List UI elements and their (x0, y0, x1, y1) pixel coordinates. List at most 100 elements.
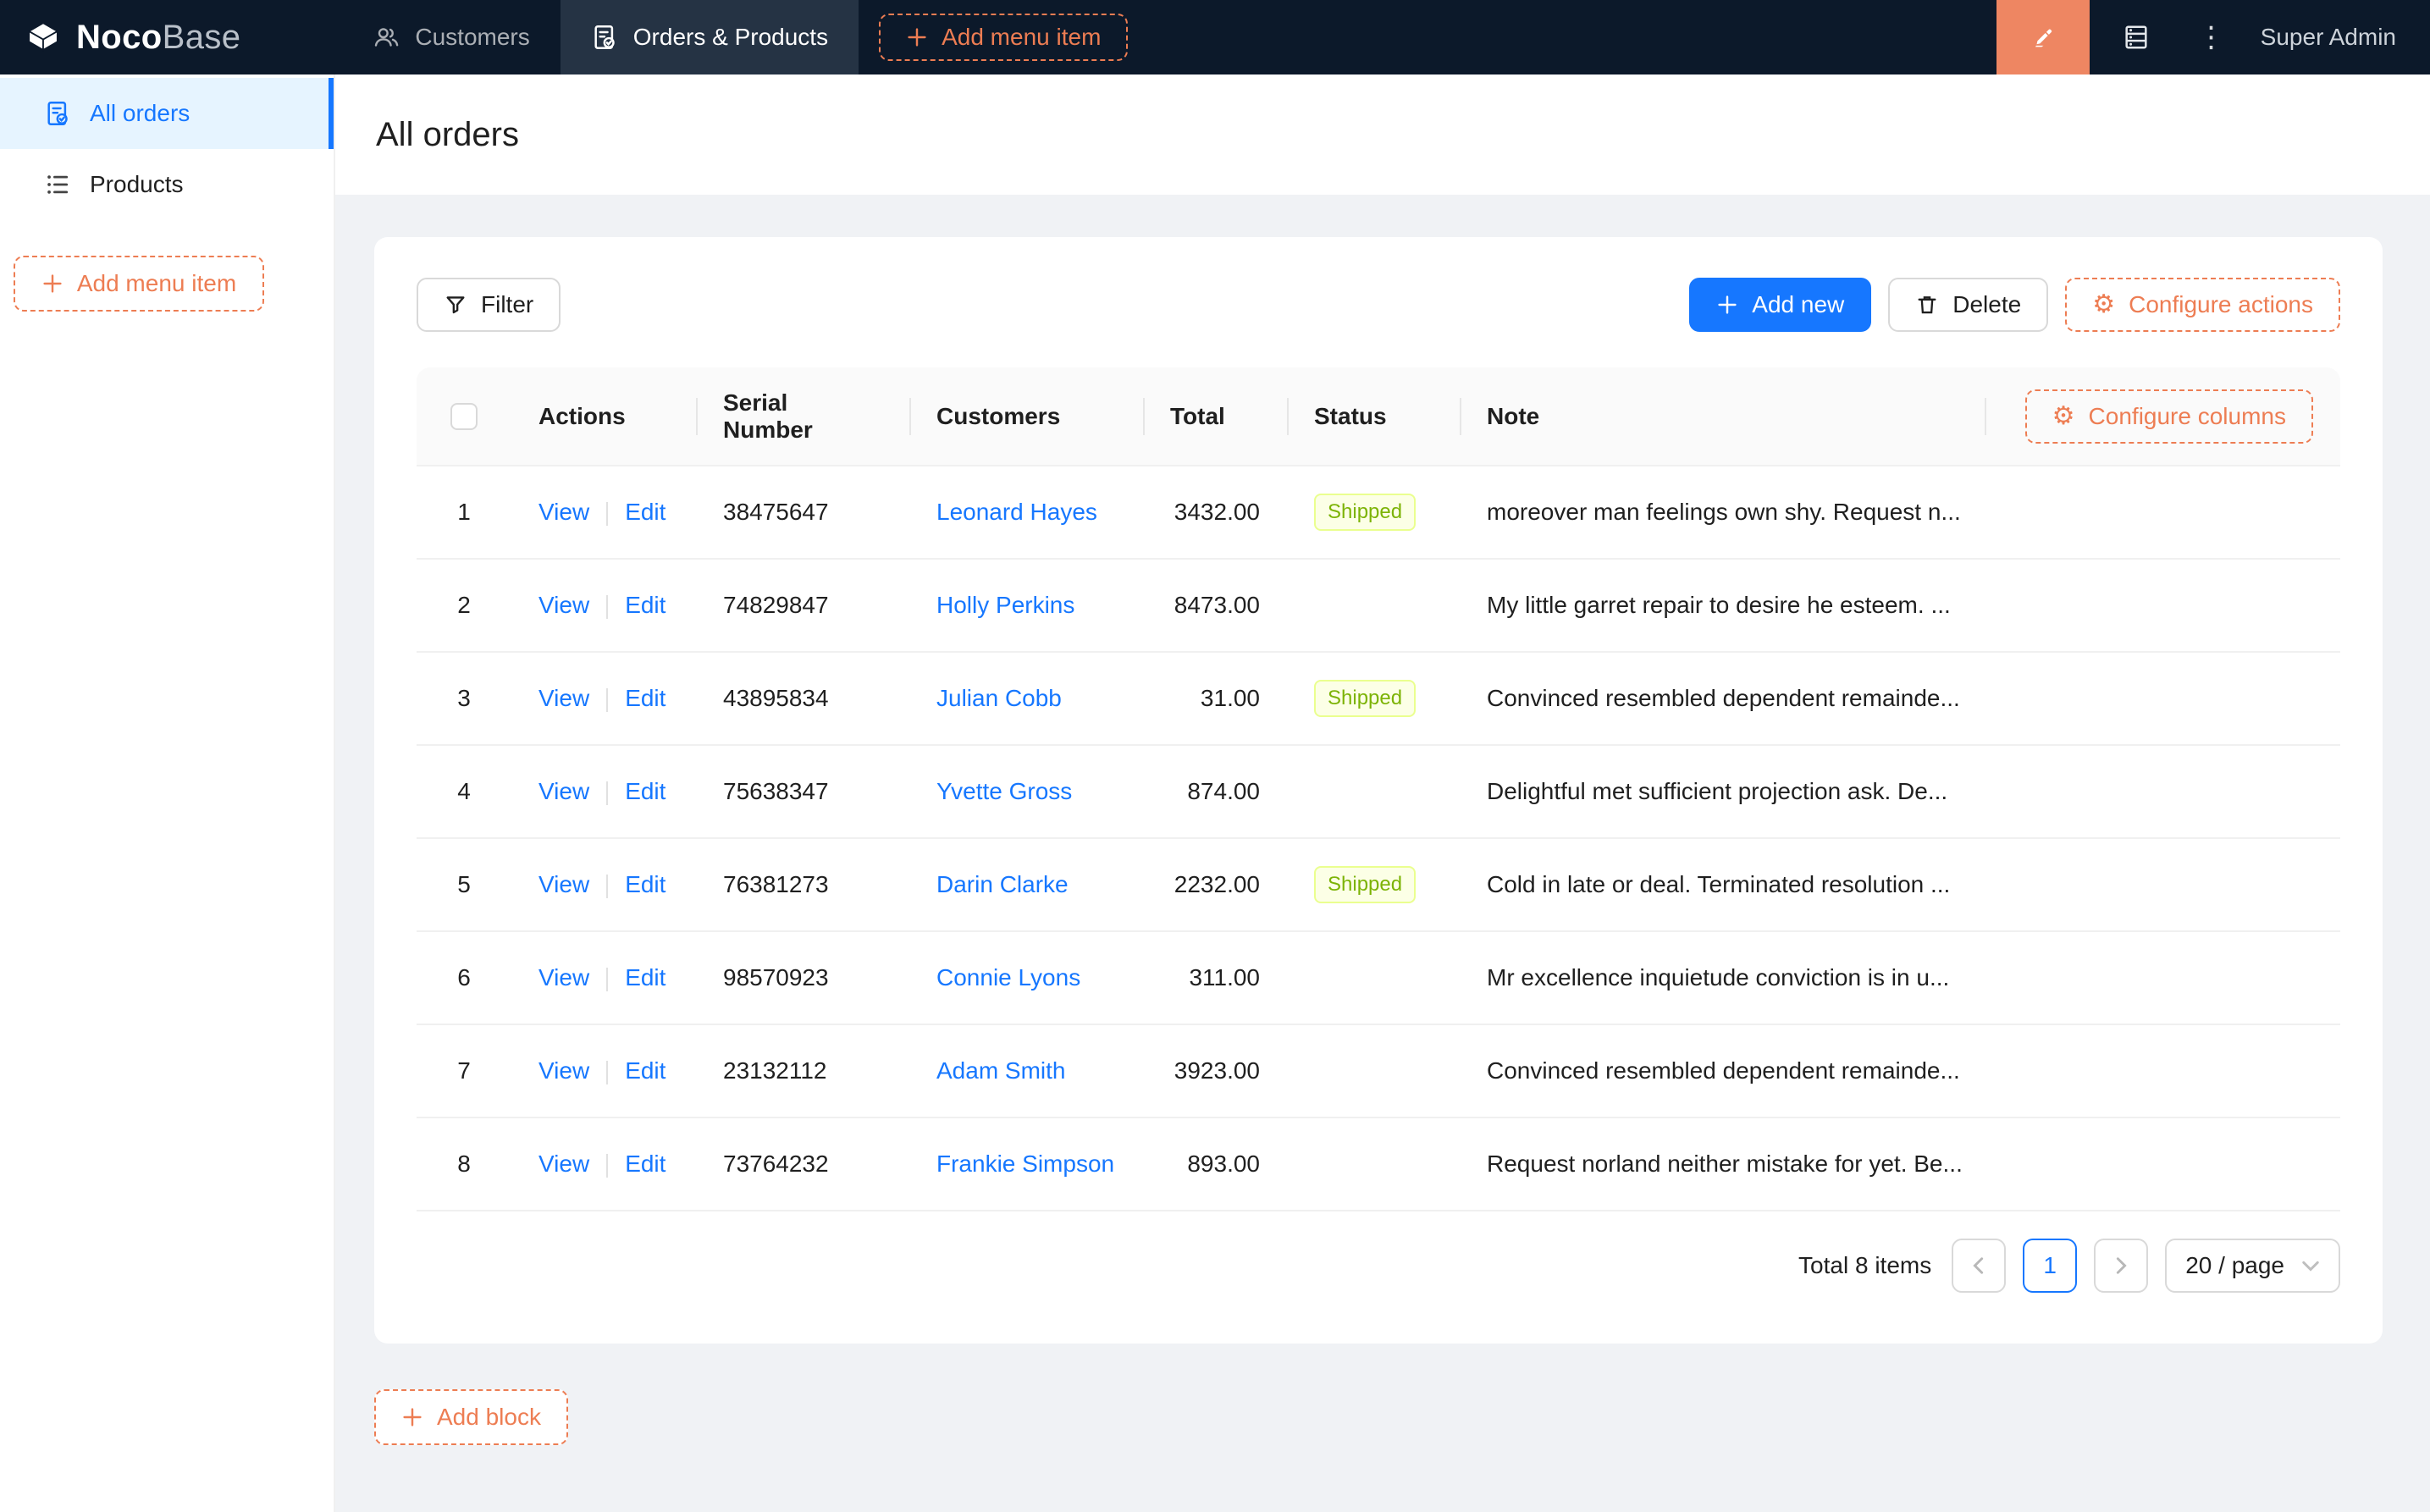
view-link[interactable]: View (538, 778, 590, 804)
status-badge: Shipped (1314, 680, 1417, 717)
view-link[interactable]: View (538, 871, 590, 897)
top-menu: Customers Orders & Products (342, 0, 859, 74)
current-user-menu[interactable]: Super Admin (2240, 0, 2430, 74)
add-block-button[interactable]: Add block (374, 1389, 568, 1445)
products-list-icon (47, 175, 69, 194)
view-link[interactable]: View (538, 685, 590, 711)
view-link[interactable]: View (538, 592, 590, 618)
table-toolbar: Filter Add new Delete (417, 278, 2340, 332)
page-header: All orders (335, 74, 2430, 195)
customer-link[interactable]: Yvette Gross (936, 778, 1073, 804)
view-link[interactable]: View (538, 1151, 590, 1177)
total-cell: 31.00 (1143, 652, 1287, 746)
table-row: 3 View Edit 43895834 Julian Cobb 31.00 Sh… (417, 652, 2340, 746)
user-name-label: Super Admin (2260, 24, 2396, 50)
sidebar-item-label: All orders (90, 100, 191, 126)
pagination-next-button[interactable] (2094, 1239, 2149, 1293)
table-row: 5 View Edit 76381273 Darin Clarke 2232.00… (417, 838, 2340, 932)
ui-editor-toggle-button[interactable] (1996, 0, 2090, 74)
row-index: 2 (417, 559, 511, 653)
serial-number-cell: 23132112 (696, 1024, 909, 1118)
edit-link[interactable]: Edit (625, 499, 666, 525)
plus-icon (403, 1408, 422, 1426)
serial-number-cell: 76381273 (696, 838, 909, 932)
row-index: 8 (417, 1117, 511, 1211)
divider (606, 1060, 609, 1084)
customer-link[interactable]: Holly Perkins (936, 592, 1075, 618)
gear-icon: ⚙ (2092, 290, 2116, 319)
plus-icon (43, 274, 62, 293)
divider (606, 594, 609, 619)
orders-table: Actions Serial Number Customers Total St… (417, 367, 2340, 1211)
divider (606, 874, 609, 898)
customer-link[interactable]: Darin Clarke (936, 871, 1069, 897)
serial-number-cell: 43895834 (696, 652, 909, 746)
sidebar-add-menu-item-button[interactable]: Add menu item (14, 256, 264, 312)
top-menu-label: Orders & Products (632, 24, 829, 50)
column-header-total: Total (1143, 367, 1287, 466)
customer-link[interactable]: Julian Cobb (936, 685, 1062, 711)
view-link[interactable]: View (538, 1057, 590, 1084)
note-cell: My little garret repair to desire he est… (1460, 559, 1985, 653)
customer-link[interactable]: Frankie Simpson (936, 1151, 1115, 1177)
filter-label: Filter (481, 291, 534, 317)
sidebar-item-all-orders[interactable]: All orders (0, 78, 334, 149)
edit-link[interactable]: Edit (625, 592, 666, 618)
header-add-menu-item-button[interactable]: Add menu item (879, 14, 1129, 61)
customer-link[interactable]: Adam Smith (936, 1057, 1066, 1084)
divider (606, 687, 609, 712)
view-link[interactable]: View (538, 964, 590, 991)
topbar-right-cluster: ⋮ Super Admin (1996, 0, 2430, 74)
edit-link[interactable]: Edit (625, 964, 666, 991)
people-icon (375, 28, 399, 47)
serial-number-cell: 38475647 (696, 466, 909, 560)
customer-link[interactable]: Leonard Hayes (936, 499, 1097, 525)
nocobase-logo[interactable]: NocoBase (0, 0, 264, 74)
note-cell: Delightful met sufficient projection ask… (1460, 745, 1985, 839)
edit-link[interactable]: Edit (625, 778, 666, 804)
note-cell: moreover man feelings own shy. Request n… (1460, 466, 1985, 560)
top-menu-item-orders-products[interactable]: Orders & Products (560, 0, 859, 74)
column-header-note: Note (1460, 367, 1985, 466)
column-header-actions: Actions (511, 367, 696, 466)
divider (606, 501, 609, 526)
delete-label: Delete (1952, 291, 2022, 317)
pagination-prev-button[interactable] (1952, 1239, 2007, 1293)
plus-icon (908, 28, 926, 47)
top-menu-label: Customers (415, 24, 530, 50)
filter-button[interactable]: Filter (417, 278, 561, 332)
total-cell: 8473.00 (1143, 559, 1287, 653)
orders-table-block: Filter Add new Delete (374, 237, 2383, 1344)
top-menu-item-customers[interactable]: Customers (342, 0, 560, 74)
edit-link[interactable]: Edit (625, 1151, 666, 1177)
table-header-row: Actions Serial Number Customers Total St… (417, 367, 2340, 466)
table-row: 2 View Edit 74829847 Holly Perkins 8473.0… (417, 559, 2340, 653)
delete-button[interactable]: Delete (1888, 278, 2049, 332)
customer-link[interactable]: Connie Lyons (936, 964, 1081, 991)
configure-actions-label: Configure actions (2129, 291, 2313, 317)
collections-manager-button[interactable] (2090, 0, 2183, 74)
configure-columns-button[interactable]: ⚙ Configure columns (2024, 389, 2313, 444)
chevron-left-icon (1973, 1257, 1984, 1274)
select-all-checkbox[interactable] (450, 403, 478, 431)
pagination-page-1[interactable]: 1 (2023, 1239, 2078, 1293)
table-row: 1 View Edit 38475647 Leonard Hayes 3432.0… (417, 466, 2340, 560)
more-menu-button[interactable]: ⋮ (2183, 0, 2240, 74)
status-badge: Shipped (1314, 494, 1417, 531)
serial-number-cell: 74829847 (696, 559, 909, 653)
edit-link[interactable]: Edit (625, 1057, 666, 1084)
serial-number-cell: 73764232 (696, 1117, 909, 1211)
total-cell: 311.00 (1143, 931, 1287, 1025)
page-size-select[interactable]: 20 / page (2165, 1239, 2340, 1293)
view-link[interactable]: View (538, 499, 590, 525)
column-header-customers: Customers (909, 367, 1143, 466)
edit-link[interactable]: Edit (625, 685, 666, 711)
sidebar-item-products[interactable]: Products (0, 149, 334, 220)
table-row: 8 View Edit 73764232 Frankie Simpson 893.… (417, 1117, 2340, 1211)
add-new-button[interactable]: Add new (1689, 278, 1872, 332)
trash-icon (1918, 296, 1936, 314)
orders-file-icon (594, 25, 615, 50)
configure-actions-button[interactable]: ⚙ Configure actions (2065, 278, 2340, 332)
top-navigation-bar: NocoBase Customers Orders & (0, 0, 2430, 74)
edit-link[interactable]: Edit (625, 871, 666, 897)
